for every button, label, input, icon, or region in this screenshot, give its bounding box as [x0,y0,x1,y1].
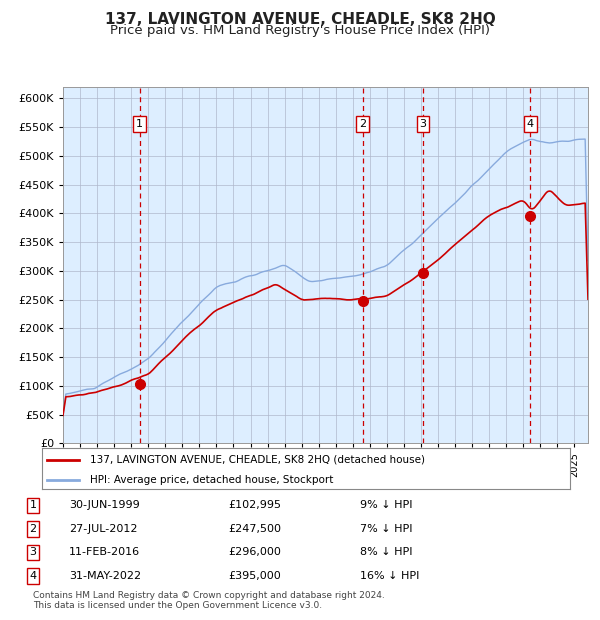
Text: Contains HM Land Registry data © Crown copyright and database right 2024.
This d: Contains HM Land Registry data © Crown c… [33,591,385,610]
Text: £296,000: £296,000 [228,547,281,557]
Text: 27-JUL-2012: 27-JUL-2012 [69,524,137,534]
Text: 11-FEB-2016: 11-FEB-2016 [69,547,140,557]
Text: 30-JUN-1999: 30-JUN-1999 [69,500,140,510]
Text: 9% ↓ HPI: 9% ↓ HPI [360,500,413,510]
Text: Price paid vs. HM Land Registry's House Price Index (HPI): Price paid vs. HM Land Registry's House … [110,24,490,37]
Text: 137, LAVINGTON AVENUE, CHEADLE, SK8 2HQ (detached house): 137, LAVINGTON AVENUE, CHEADLE, SK8 2HQ … [89,454,425,464]
Text: 1: 1 [29,500,37,510]
Text: HPI: Average price, detached house, Stockport: HPI: Average price, detached house, Stoc… [89,475,333,485]
Text: 4: 4 [29,571,37,581]
Text: £247,500: £247,500 [228,524,281,534]
Text: 2: 2 [359,119,366,129]
Text: 4: 4 [527,119,534,129]
Text: 137, LAVINGTON AVENUE, CHEADLE, SK8 2HQ: 137, LAVINGTON AVENUE, CHEADLE, SK8 2HQ [104,12,496,27]
Text: 16% ↓ HPI: 16% ↓ HPI [360,571,419,581]
Text: 1: 1 [136,119,143,129]
Text: 3: 3 [29,547,37,557]
Text: 2: 2 [29,524,37,534]
Text: 3: 3 [419,119,427,129]
Text: 31-MAY-2022: 31-MAY-2022 [69,571,141,581]
Text: 7% ↓ HPI: 7% ↓ HPI [360,524,413,534]
Text: £102,995: £102,995 [228,500,281,510]
Text: £395,000: £395,000 [228,571,281,581]
Text: 8% ↓ HPI: 8% ↓ HPI [360,547,413,557]
